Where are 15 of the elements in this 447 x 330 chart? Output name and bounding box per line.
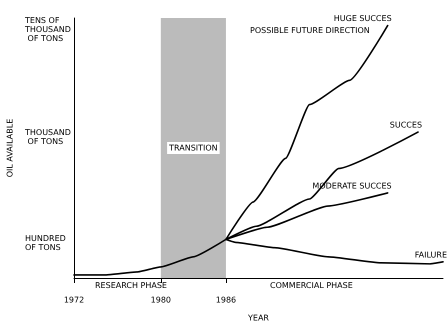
x-tick-label: 1972 [64, 296, 84, 304]
series-label: SUCCES [390, 120, 422, 130]
text: HUNDRED OF TONS [25, 234, 68, 252]
x-tick-label: 1980 [150, 296, 172, 304]
text: OIL AVAILABLE [6, 118, 14, 178]
text: TENS OF THOUSAND OF TONS [24, 16, 71, 43]
text: COMMERCIAL PHASE [270, 281, 353, 290]
text: THOUSAND OF TONS [24, 128, 71, 146]
series-label: HUGE SUCCES [334, 14, 392, 24]
text: RESEARCH PHASE [95, 281, 167, 290]
annotation: POSSIBLE FUTURE DIRECTION [250, 26, 370, 35]
x-axis-title: YEAR [247, 314, 270, 322]
series-label: FAILURE [414, 250, 447, 260]
x-tick-label: 1986 [216, 296, 236, 304]
band-label: TRANSITION [168, 144, 218, 152]
